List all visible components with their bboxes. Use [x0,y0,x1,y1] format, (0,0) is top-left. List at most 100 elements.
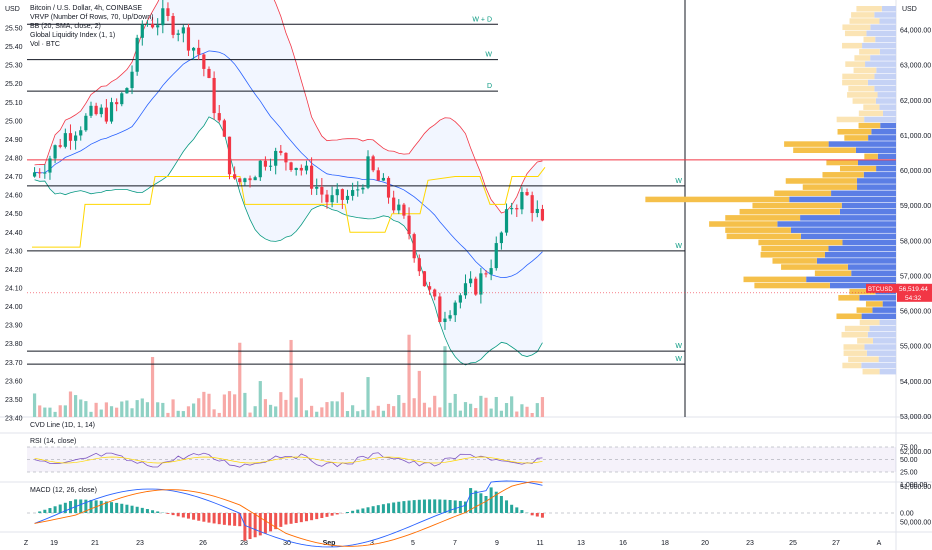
candle-body [120,93,124,105]
volume-bar [361,409,365,417]
vp-row-down [726,233,801,240]
vp-row-down [844,325,870,332]
vp-row-down [836,313,862,320]
rsi-tick: 25.00 [900,470,918,477]
macd-tick: 1,000.00 [900,482,927,489]
volume-bar [530,412,534,417]
macd-hist-bar [494,491,498,513]
volume-bar [284,399,288,417]
vp-row-down [754,282,830,289]
macd-hist-bar [530,513,534,516]
volume-bar [258,381,262,417]
vp-row-down [843,344,865,350]
volume-bar [48,407,52,417]
chart-legend[interactable]: Bitcoin / U.S. Dollar, 4h, COINBASE VRVP… [30,4,153,49]
right-axis-tick: 54,000.00 [900,379,931,386]
macd-hist-bar [156,511,160,513]
indicator-gli[interactable]: Global Liquidity Index (1, 1) [30,32,116,39]
indicator-vol[interactable]: Vol · BTC [30,41,60,48]
volume-bar [356,411,360,417]
level-label: W + D [472,16,492,23]
macd-hist-bar [279,513,283,527]
indicator-bb[interactable]: BB (20, SMA, close, 2) [30,23,101,30]
macd-hist-bar [417,499,421,513]
vp-row-up [829,282,896,289]
vp-row-up [879,368,896,375]
symbol-title[interactable]: Bitcoin / U.S. Dollar, 4h, COINBASE [30,5,143,12]
macd-hist-bar [115,502,119,513]
vp-row-up [870,24,896,30]
volume-bar [417,370,421,417]
vp-row-up [879,49,896,55]
volume-bar [166,412,170,417]
macd-pane-title[interactable]: MACD (12, 26, close) [30,487,97,494]
vp-row-down [836,116,865,123]
x-axis-tick: 9 [495,540,499,547]
macd-hist-bar [540,513,544,518]
vp-row-down [772,258,817,264]
volume-bar [299,378,303,417]
candle-body [299,167,303,171]
macd-hist-bar [120,503,124,513]
volume-bar [104,402,108,417]
volume-bar [207,393,211,417]
candle-body [453,302,457,316]
vp-row-up [875,98,896,104]
candle-body [474,278,478,295]
vp-row-down [761,245,829,252]
vp-row-up [847,264,896,270]
macd-hist-bar [428,499,432,513]
vp-row-down [758,239,843,246]
candle-body [58,145,62,147]
cvd-pane-title[interactable]: CVD Line (1D, 1, 14) [30,422,95,429]
right-axis-tick: 58,000.00 [900,238,931,245]
level-label: W [675,356,682,363]
volume-bar [279,392,283,417]
vp-row-down [859,49,880,55]
macd-hist-bar [505,500,509,513]
vp-row-up [855,147,896,153]
left-axis-tick: 25.40 [5,44,23,51]
vp-row-up [842,239,896,246]
volume-bar [309,405,314,417]
macd-hist-bar [356,509,360,513]
left-axis-tick: 24.60 [5,193,23,200]
volume-bar [84,401,88,417]
macd-hist-bar [263,513,267,534]
vp-row-down [851,12,875,18]
volume-bar [222,394,226,417]
left-axis-tick: 24.00 [5,304,23,311]
candle-body [489,268,493,275]
macd-hist-bar [397,501,401,513]
vp-row-up [789,196,896,203]
bb-basis [34,50,543,279]
volume-bar [109,406,114,417]
macd-hist-bar [269,513,273,532]
volume-bar [325,402,329,417]
rsi-pane-title[interactable]: RSI (14, close) [30,438,77,445]
left-axis-tick: 24.90 [5,137,23,144]
candle-body [104,107,108,122]
left-axis-tick: 25.50 [5,26,23,33]
vp-row-down [856,307,873,313]
vp-row-up [851,270,896,276]
candle-body [186,27,191,51]
x-axis-tick: 16 [619,540,627,547]
vp-row-up [828,245,896,252]
vp-row-down [858,110,883,117]
volume-bar [32,393,37,417]
candle-body [171,15,175,35]
indicator-vrvp[interactable]: VRVP (Number Of Rows, 70, Up/Down) [30,14,154,21]
candle-body [499,232,503,244]
price-tag-symbol: BTCUSD [868,287,893,293]
x-axis-tick: 11 [536,540,543,547]
macd-hist-bar [402,501,406,513]
volume-bar [243,392,247,417]
volume-bar [335,401,339,417]
candle-body [443,318,447,323]
candle-body [109,102,114,122]
macd-hist-bar [510,504,514,513]
volume-bar [330,401,334,417]
